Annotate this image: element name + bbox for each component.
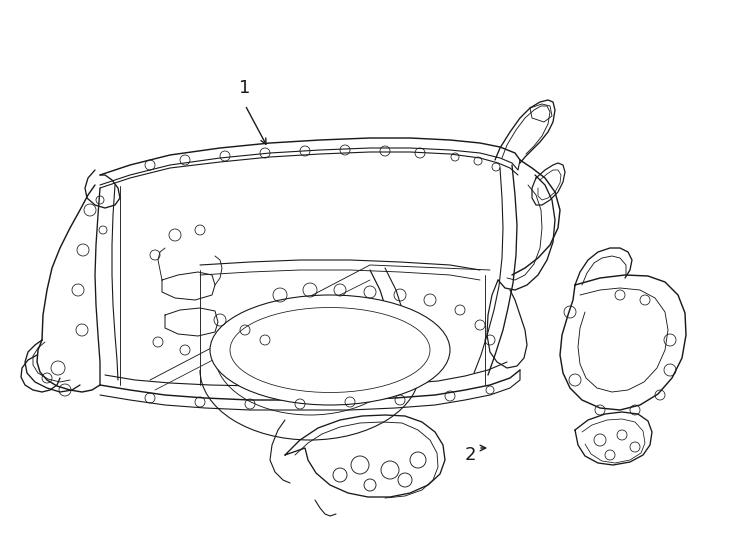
Polygon shape bbox=[560, 275, 686, 410]
Polygon shape bbox=[162, 272, 215, 300]
Text: 2: 2 bbox=[464, 446, 476, 464]
Polygon shape bbox=[165, 308, 218, 336]
Text: 1: 1 bbox=[239, 79, 251, 97]
Polygon shape bbox=[575, 412, 652, 465]
Polygon shape bbox=[285, 415, 445, 497]
Ellipse shape bbox=[210, 295, 450, 405]
Polygon shape bbox=[532, 163, 565, 205]
